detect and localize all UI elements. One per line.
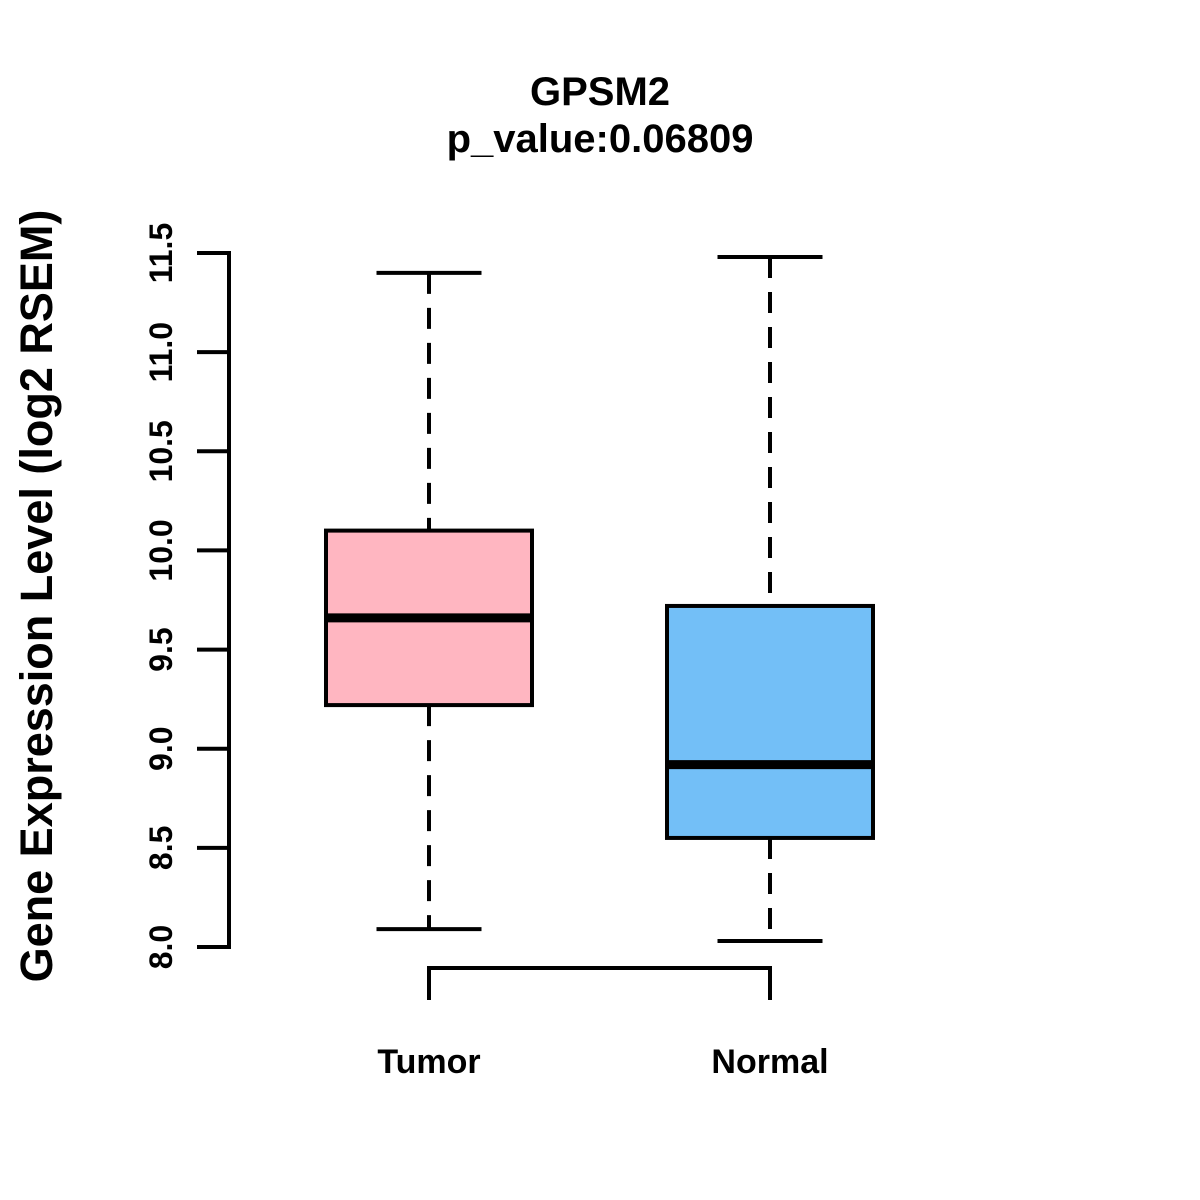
x-axis-labels: Tumor Normal [377, 1043, 828, 1081]
y-tick-label: 10.5 [143, 420, 179, 482]
y-tick-label: 8.0 [143, 925, 179, 969]
y-axis-label: Gene Expression Level (log2 RSEM) [11, 210, 62, 983]
y-tick-label: 8.5 [143, 826, 179, 870]
y-tick-label: 11.0 [143, 322, 179, 383]
chart-subtitle: p_value:0.06809 [447, 117, 754, 161]
y-tick-label: 11.5 [143, 223, 179, 284]
box-group-normal [665, 254, 875, 944]
comparison-bracket [427, 966, 772, 1000]
y-tick-label: 9.5 [143, 627, 179, 671]
x-label-tumor: Tumor [377, 1043, 480, 1081]
y-tick-label: 10.0 [143, 519, 179, 581]
chart-title: GPSM2 [530, 70, 670, 114]
y-axis: 8.0 8.5 9.0 9.5 10.0 10.5 11.0 11.5 [143, 223, 231, 969]
y-tick-label: 9.0 [143, 726, 179, 770]
iqr-box-normal [665, 603, 875, 840]
x-label-normal: Normal [711, 1043, 828, 1081]
box-group-tumor [324, 270, 534, 932]
plot-area [324, 254, 875, 1000]
